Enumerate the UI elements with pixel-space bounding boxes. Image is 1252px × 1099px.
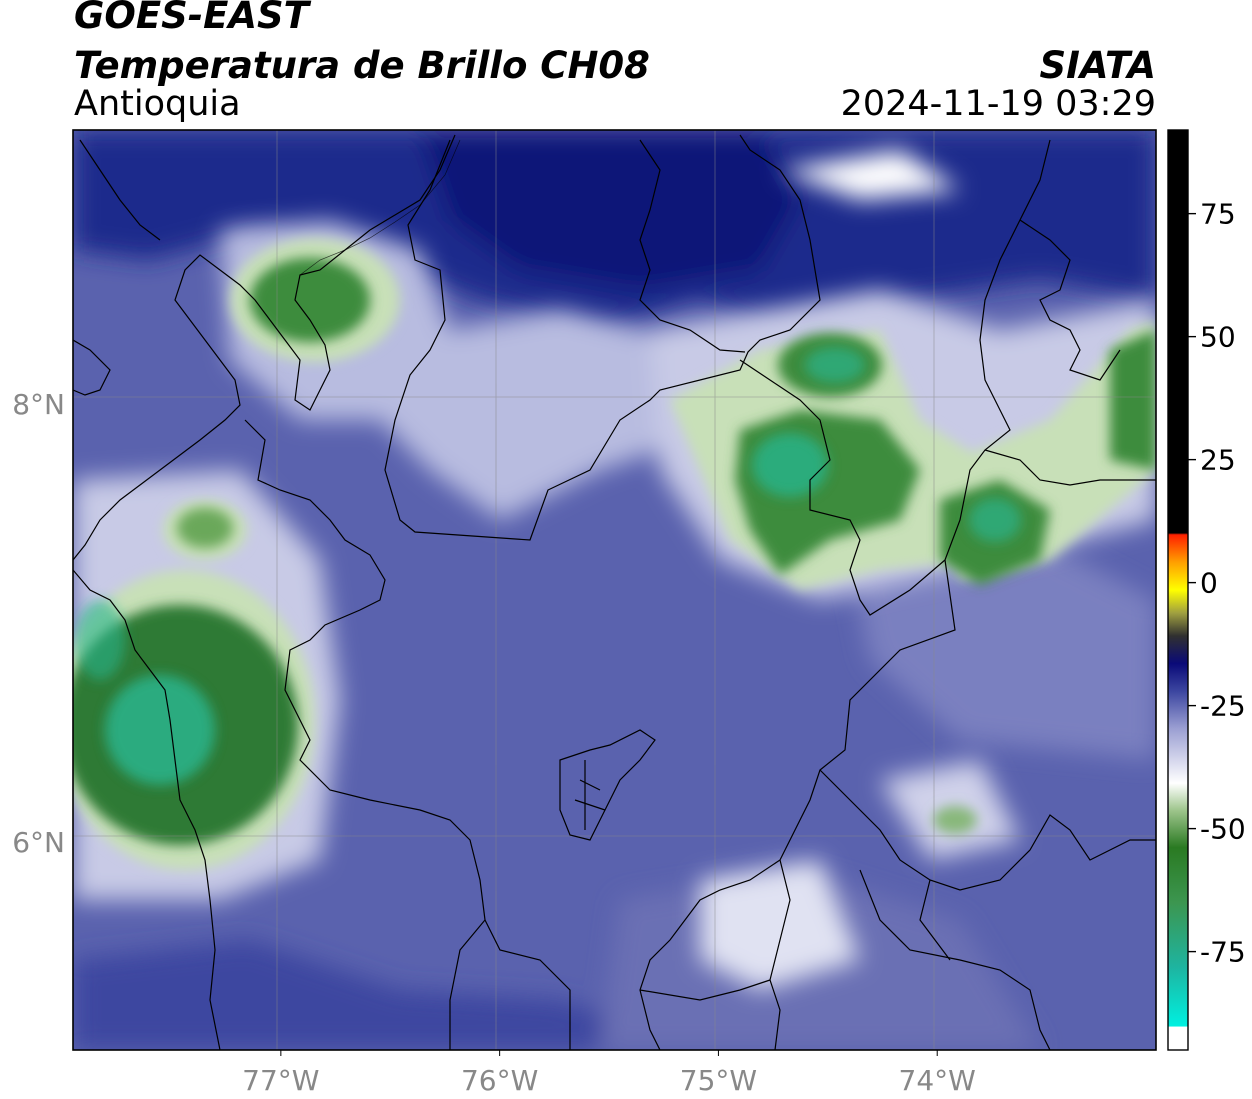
- latitude-labels: 8°N 6°N: [12, 388, 65, 859]
- longitude-label: 74°W: [899, 1064, 976, 1097]
- datetime-label: 2024-11-19 03:29: [840, 84, 1156, 124]
- colorbar-tick-label: 25: [1200, 444, 1236, 477]
- organization-label: SIATA: [1039, 44, 1156, 87]
- satellite-title: GOES-EAST: [74, 0, 309, 37]
- longitude-label: 75°W: [680, 1064, 757, 1097]
- map-area: [73, 130, 1156, 1050]
- latitude-label: 6°N: [12, 826, 65, 859]
- longitude-labels: 77°W 76°W 75°W 74°W: [242, 1050, 976, 1097]
- colorbar-tick-label: -75: [1200, 936, 1246, 969]
- gridlines: [73, 130, 1156, 1050]
- teal-core-layer: [75, 347, 1021, 785]
- longitude-label: 76°W: [461, 1064, 538, 1097]
- map-frame: [72, 129, 1157, 1051]
- longitude-label: 77°W: [242, 1064, 319, 1097]
- colorbar-tick-label: -25: [1200, 690, 1246, 723]
- region-label: Antioquia: [74, 84, 241, 124]
- colorbar: [1167, 129, 1189, 1051]
- colorbar-tick-label: -50: [1200, 813, 1246, 846]
- colorbar-ticks: 75 50 25 0 -25 -50 -75: [1188, 198, 1246, 969]
- colorbar-tick-label: 0: [1200, 567, 1218, 600]
- colorbar-tick-label: 50: [1200, 321, 1236, 354]
- coastline: [73, 134, 456, 1050]
- product-title: Temperatura de Brillo CH08: [74, 44, 650, 87]
- river-lines: [299, 139, 461, 276]
- latitude-label: 8°N: [12, 388, 65, 421]
- colorbar-tick-label: 75: [1200, 198, 1236, 231]
- municipal-boundaries: [244, 134, 1156, 1050]
